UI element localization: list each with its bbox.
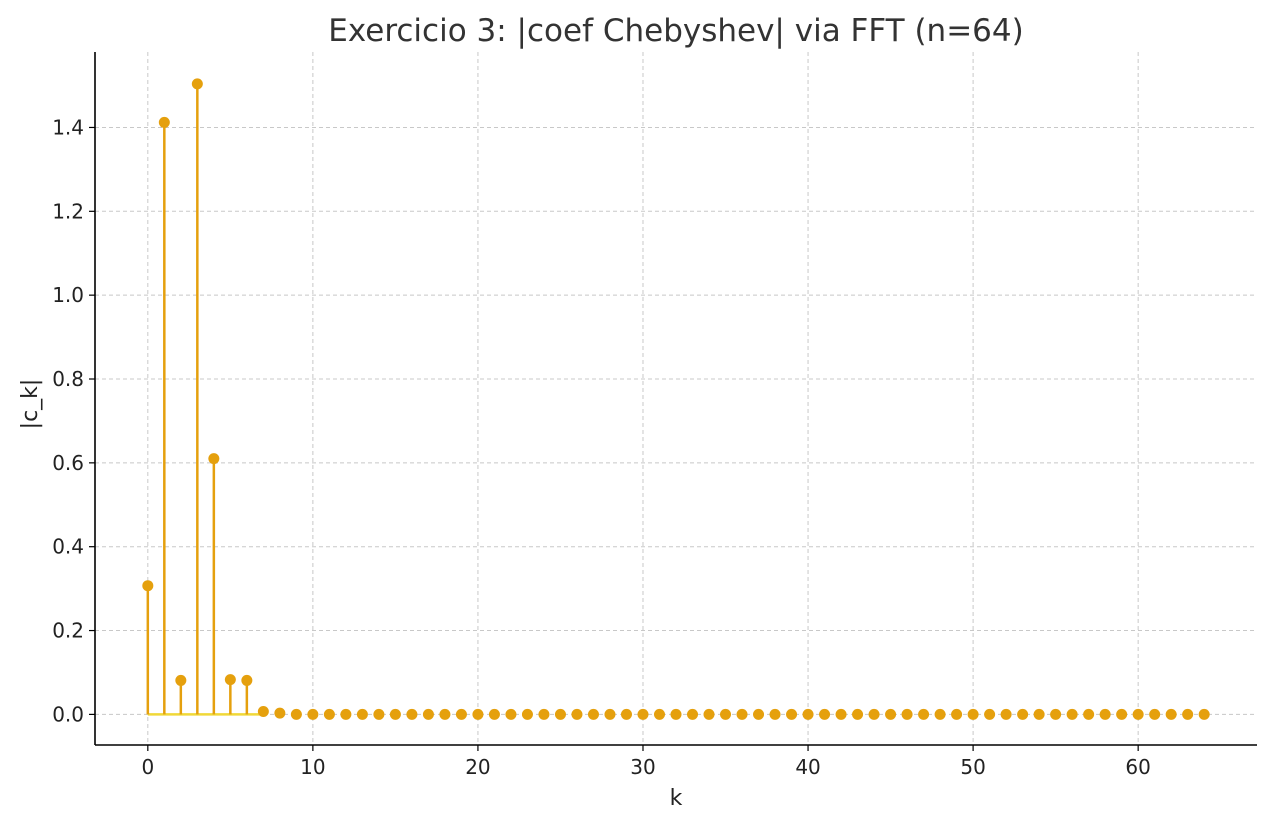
stem-marker — [158, 116, 170, 128]
stem-marker — [208, 453, 220, 465]
stem-marker — [455, 708, 467, 720]
stem-marker — [769, 708, 781, 720]
stem-marker — [406, 708, 418, 720]
stem-marker — [687, 708, 699, 720]
y-tick-label: 1.2 — [52, 199, 84, 223]
stem-marker — [290, 708, 302, 720]
x-tick-label: 10 — [300, 755, 325, 779]
stem-marker — [918, 708, 930, 720]
stem-marker — [1132, 708, 1144, 720]
stem-marker — [439, 708, 451, 720]
x-axis-label: k — [670, 786, 683, 811]
x-tick-label: 50 — [960, 755, 985, 779]
axes — [89, 52, 1257, 751]
chart-title: Exercicio 3: |coef Chebyshev| via FFT (n… — [328, 13, 1023, 49]
stem-marker — [819, 708, 831, 720]
stem-series — [142, 78, 1210, 720]
stem-marker — [736, 708, 748, 720]
stem-marker — [1033, 708, 1045, 720]
y-tick-label: 0.2 — [52, 619, 84, 643]
y-tick-label: 0.6 — [52, 451, 84, 475]
stem-marker — [191, 78, 203, 90]
y-tick-label: 1.0 — [52, 283, 84, 307]
stem-marker — [224, 674, 236, 686]
stem-marker — [901, 708, 913, 720]
stem-marker — [373, 708, 385, 720]
stem-marker — [885, 708, 897, 720]
x-tick-label: 0 — [141, 755, 154, 779]
y-tick-label: 0.0 — [52, 702, 84, 726]
stem-marker — [852, 708, 864, 720]
stem-marker — [505, 708, 517, 720]
stem-marker — [488, 708, 500, 720]
stem-marker — [1182, 708, 1194, 720]
stem-marker — [1083, 708, 1095, 720]
stem-marker — [554, 708, 566, 720]
stem-marker — [356, 708, 368, 720]
y-tick-label: 0.8 — [52, 367, 84, 391]
stem-marker — [868, 708, 880, 720]
tick-labels: 0 10 20 30 40 50 60 0.0 0.2 0.4 0.6 0.8 1.0 1.2 1.4 — [52, 115, 1151, 779]
stem-marker — [241, 674, 253, 686]
x-tick-label: 40 — [795, 755, 820, 779]
stem-marker — [1017, 708, 1029, 720]
stem-marker — [802, 708, 814, 720]
stem-marker — [389, 708, 401, 720]
stem-marker — [1149, 708, 1161, 720]
stem-marker — [1099, 708, 1111, 720]
stem-marker — [472, 708, 484, 720]
stem-marker — [753, 708, 765, 720]
stem-marker — [571, 708, 583, 720]
stem-marker — [835, 708, 847, 720]
x-tick-label: 60 — [1125, 755, 1150, 779]
stem-marker — [340, 708, 352, 720]
stem-marker — [653, 708, 665, 720]
y-axis-label: |c_k| — [18, 379, 43, 430]
stem-marker — [1165, 708, 1177, 720]
grid-lines — [95, 52, 1257, 745]
x-tick-label: 30 — [630, 755, 655, 779]
stem-marker — [307, 708, 319, 720]
stem-marker — [257, 705, 269, 717]
stem-marker — [703, 708, 715, 720]
stem-marker — [521, 708, 533, 720]
stem-marker — [720, 708, 732, 720]
stem-marker — [670, 708, 682, 720]
stem-marker — [1116, 708, 1128, 720]
stem-marker — [934, 708, 946, 720]
stem-marker — [604, 708, 616, 720]
stem-marker — [587, 708, 599, 720]
stem-marker — [1198, 708, 1210, 720]
stem-marker — [175, 674, 187, 686]
stem-marker — [620, 708, 632, 720]
stem-marker — [967, 708, 979, 720]
stem-marker — [1050, 708, 1062, 720]
stem-marker — [984, 708, 996, 720]
stem-marker — [1066, 708, 1078, 720]
stem-marker — [637, 708, 649, 720]
stem-marker — [422, 708, 434, 720]
y-tick-label: 0.4 — [52, 535, 84, 559]
x-tick-label: 20 — [465, 755, 490, 779]
stem-marker — [786, 708, 798, 720]
stem-marker — [274, 707, 286, 719]
stem-marker — [538, 708, 550, 720]
stem-marker — [142, 580, 154, 592]
y-tick-label: 1.4 — [52, 115, 84, 139]
stem-marker — [1000, 708, 1012, 720]
stem-marker — [323, 708, 335, 720]
stem-marker — [951, 708, 963, 720]
